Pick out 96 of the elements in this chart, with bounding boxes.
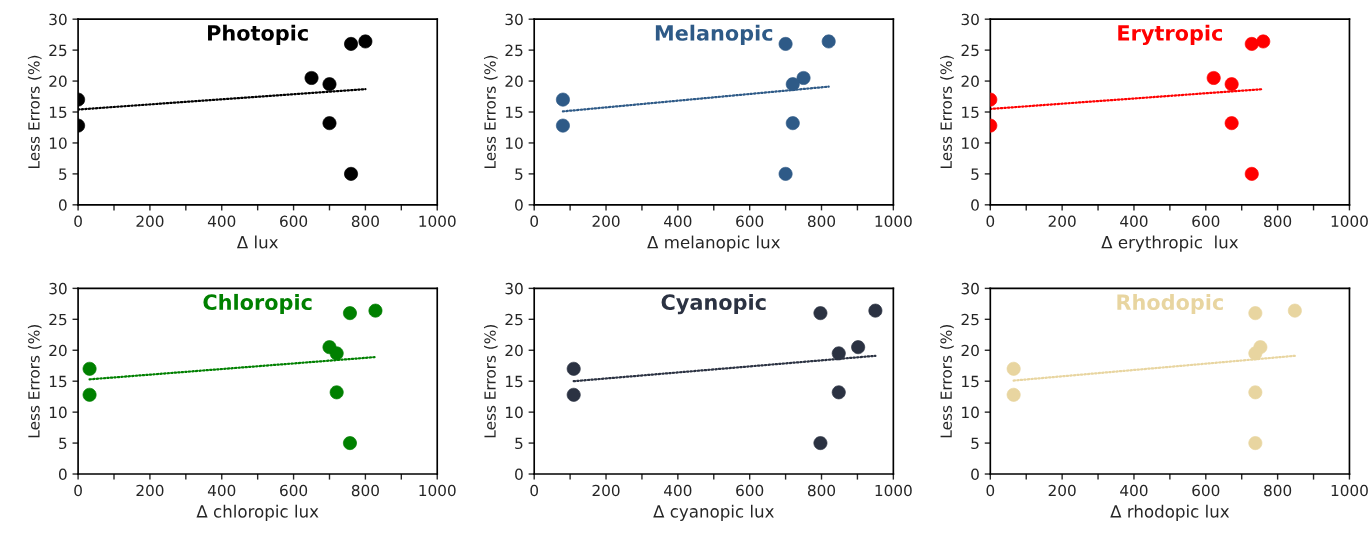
y-tick-label: 15 [49, 106, 67, 119]
x-tick-label: 1000 [419, 484, 456, 497]
x-tick-label: 1000 [419, 215, 456, 228]
y-tick-label: 5 [971, 168, 979, 180]
y-tick-label: 15 [506, 106, 523, 119]
chart-title: Erytropic [1118, 24, 1222, 46]
x-tick-label: 200 [1048, 484, 1076, 497]
y-tick-label: 20 [961, 344, 979, 357]
y-tick-label: 10 [962, 406, 979, 419]
y-tick-label: 20 [505, 75, 523, 88]
y-tick-label: 30 [49, 282, 67, 295]
x-tick-label: 1000 [875, 215, 912, 228]
y-tick-label: 5 [515, 437, 523, 450]
x-axis-title: Δ erythropic lux [1101, 235, 1239, 252]
chart-title: Melanopic [655, 24, 773, 45]
x-tick-label: 600 [736, 215, 764, 228]
x-tick-label: 600 [1192, 215, 1220, 228]
y-tick-label: 10 [49, 406, 67, 419]
x-tick-label: 600 [1192, 484, 1220, 497]
y-tick-label: 10 [506, 406, 523, 419]
y-tick-label: 0 [58, 468, 67, 481]
y-tick-label: 20 [49, 344, 67, 357]
y-tick-label: 25 [505, 44, 523, 57]
y-tick-label: 30 [505, 282, 523, 295]
x-tick-label: 800 [351, 215, 379, 228]
chart-title: Chloropic [203, 293, 312, 315]
x-tick-label: 0 [530, 215, 539, 228]
x-tick-label: 0 [74, 215, 82, 228]
x-tick-label: 200 [1048, 215, 1076, 228]
y-tick-label: 25 [49, 313, 67, 326]
y-tick-label: 25 [961, 313, 979, 326]
x-tick-label: 1000 [875, 484, 912, 497]
x-tick-label: 200 [592, 215, 620, 228]
y-tick-label: 20 [961, 75, 979, 88]
chart-title: Photopic [208, 24, 308, 45]
x-tick-label: 400 [207, 484, 236, 497]
x-tick-label: 800 [807, 215, 836, 228]
y-tick-label: 15 [506, 375, 523, 388]
chart-title: Cyanopic [661, 293, 766, 315]
x-tick-label: 600 [736, 484, 764, 497]
y-tick-label: 5 [971, 437, 979, 450]
y-tick-label: 0 [971, 468, 979, 481]
x-tick-label: 800 [351, 484, 379, 497]
y-tick-label: 30 [49, 13, 67, 26]
x-tick-label: 800 [1264, 484, 1292, 497]
y-tick-label: 20 [505, 344, 523, 357]
y-tick-label: 10 [506, 137, 523, 149]
y-tick-label: 10 [962, 137, 979, 149]
y-tick-label: 15 [49, 375, 67, 388]
x-tick-label: 400 [1120, 215, 1148, 228]
y-tick-label: 5 [59, 168, 67, 180]
x-axis-title: Δ chloropic lux [196, 504, 319, 521]
x-tick-label: 200 [592, 484, 620, 497]
x-tick-label: 200 [136, 484, 164, 497]
x-tick-label: 0 [986, 215, 995, 228]
x-axis-title: Δ melanopic lux [647, 235, 780, 252]
y-tick-label: 25 [505, 313, 523, 326]
y-axis-title: Less Errors (%) [27, 55, 42, 168]
y-tick-label: 5 [59, 437, 67, 450]
x-tick-label: 400 [207, 215, 236, 228]
y-axis-title: Less Errors (%) [27, 325, 42, 438]
x-axis-title: Δ cyanopic lux [653, 504, 774, 521]
y-tick-label: 0 [515, 199, 523, 211]
x-tick-label: 400 [1120, 484, 1148, 497]
y-tick-label: 25 [961, 44, 979, 57]
x-tick-label: 400 [664, 484, 692, 497]
y-tick-label: 25 [49, 44, 67, 57]
y-tick-label: 30 [961, 282, 979, 295]
y-tick-label: 0 [58, 199, 67, 211]
x-axis-title: Δ lux [236, 235, 278, 249]
x-tick-label: 1000 [1331, 484, 1368, 497]
x-tick-label: 800 [1264, 215, 1292, 228]
y-tick-label: 0 [971, 199, 979, 211]
chart-title: Rhodopic [1117, 293, 1223, 315]
y-axis-title: Less Errors (%) [484, 325, 498, 438]
y-tick-label: 5 [515, 168, 523, 180]
y-tick-label: 15 [962, 375, 979, 388]
y-tick-label: 30 [961, 13, 979, 26]
x-tick-label: 600 [280, 215, 308, 228]
x-tick-label: 0 [74, 484, 82, 497]
x-tick-label: 1000 [1331, 215, 1368, 228]
y-tick-label: 0 [515, 468, 523, 481]
x-tick-label: 600 [280, 484, 308, 497]
x-tick-label: 0 [986, 484, 995, 497]
y-axis-title: Less Errors (%) [484, 55, 498, 168]
x-axis-title: Δ rhodopic lux [1110, 504, 1230, 521]
y-tick-label: 20 [49, 75, 67, 88]
y-axis-title: Less Errors (%) [940, 55, 954, 168]
y-axis-title: Less Errors (%) [940, 325, 954, 438]
x-tick-label: 200 [136, 215, 164, 228]
x-tick-label: 0 [530, 484, 539, 497]
y-tick-label: 15 [962, 106, 979, 119]
y-tick-label: 30 [505, 13, 523, 26]
x-tick-label: 800 [807, 484, 836, 497]
x-tick-label: 400 [664, 215, 692, 228]
y-tick-label: 10 [49, 137, 67, 149]
